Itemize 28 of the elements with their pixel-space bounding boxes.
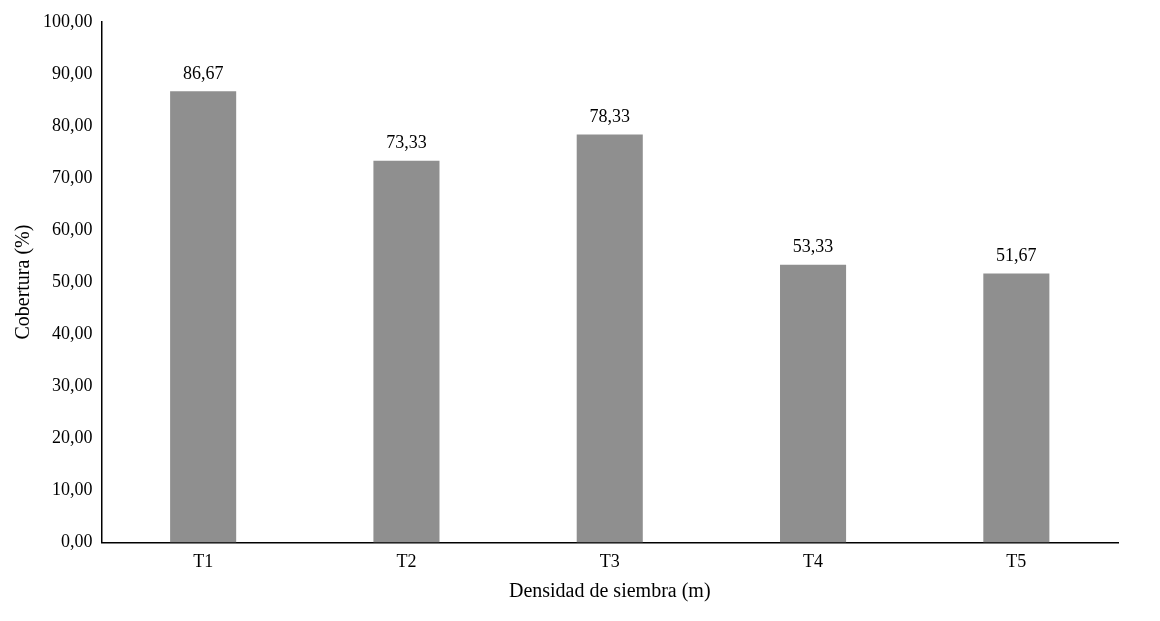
y-tick-label: 20,00: [52, 427, 93, 448]
bar: [780, 264, 847, 543]
x-tick-label: T3: [599, 550, 620, 571]
bar: [983, 273, 1050, 543]
y-tick-label: 100,00: [43, 10, 93, 31]
x-tick-label: T5: [1006, 550, 1027, 571]
y-axis-title: Cobertura (%): [11, 224, 35, 340]
bar: [170, 91, 237, 543]
data-label: 86,67: [182, 62, 224, 83]
y-tick-label: 30,00: [52, 374, 93, 395]
y-tick-label: 50,00: [52, 270, 93, 291]
y-tick-label: 60,00: [52, 218, 93, 239]
data-label: 73,33: [386, 132, 427, 153]
y-tick-label: 10,00: [52, 479, 93, 500]
x-tick-label: T4: [803, 550, 824, 571]
bar: [576, 134, 643, 543]
data-label: 53,33: [792, 236, 834, 257]
y-tick-label: 80,00: [52, 114, 93, 135]
bar: [373, 160, 440, 543]
data-label: 51,67: [996, 245, 1037, 266]
x-tick-label: T1: [193, 550, 214, 571]
y-tick-label: 90,00: [52, 62, 93, 83]
x-tick-label: T2: [396, 550, 417, 571]
y-tick-label: 40,00: [52, 322, 93, 343]
y-tick-label: 0,00: [61, 531, 93, 552]
data-label: 78,33: [589, 106, 630, 127]
x-axis-title: Densidad de siembra (m): [508, 579, 711, 603]
y-tick-label: 70,00: [52, 166, 93, 187]
